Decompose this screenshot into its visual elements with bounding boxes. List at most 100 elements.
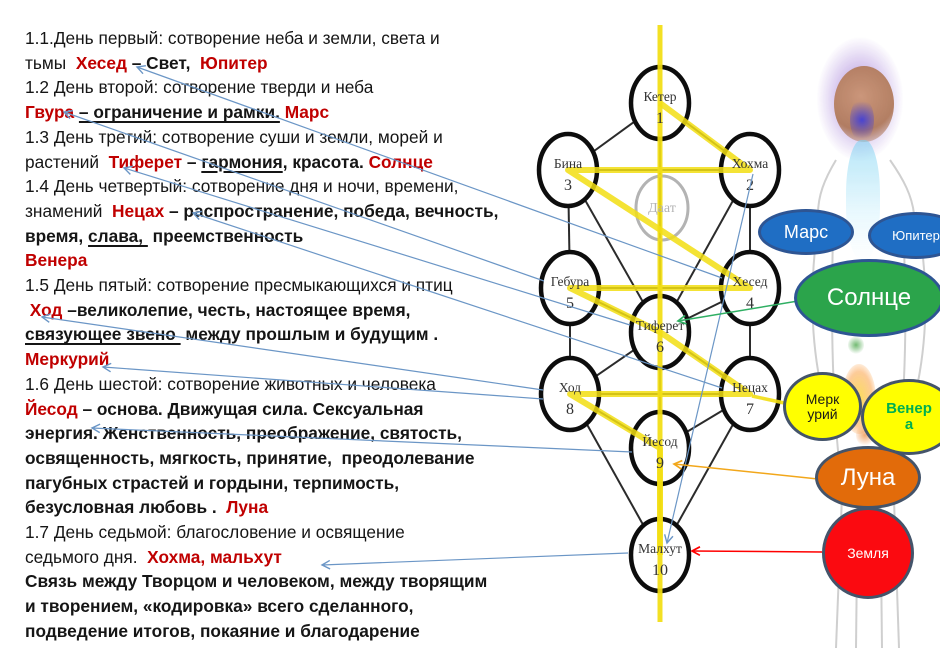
arrow-to-yesod-text	[91, 427, 633, 453]
text-segment: Меркурий	[25, 349, 110, 370]
text-segment: освященность, мягкость, принятие, преодо…	[25, 447, 475, 468]
text-segment: знамений	[25, 200, 108, 221]
text-line: Гвура – ограничение и рамки. Марс	[25, 100, 545, 125]
text-line: тьмы Хесед – Свет, Юпитер	[25, 51, 545, 76]
text-line: Йесод – основа. Движущая сила. Сексуальн…	[25, 397, 545, 422]
text-segment: 1.1.День первый: сотворение неба и земли…	[25, 28, 440, 48]
text-segment: Хохма, мальхут	[142, 546, 282, 567]
arrow-to-malkhut-text	[321, 552, 629, 566]
text-line: 1.2 День второй: сотворение тверди и неб…	[25, 75, 545, 100]
text-segment: –великолепие, честь, настоящее время,	[67, 299, 411, 320]
node-label: Малхут	[638, 541, 682, 556]
planet-jupiter: Юпитер	[868, 212, 940, 259]
text-segment: Тиферет	[103, 151, 187, 172]
arrow-to-malkhut-text-head	[320, 559, 331, 570]
text-segment: 1.5 День пятый: сотворение пресмыкающихс…	[25, 275, 453, 296]
arrow-to-hod-text	[41, 316, 544, 391]
planet-label: Земля	[847, 544, 889, 561]
arrow-hokhmah-to-malkhut-head	[663, 534, 674, 545]
text-segment: – Свет,	[131, 52, 200, 73]
arrow-earth-to-malkhut	[691, 550, 823, 553]
text-line: Связь между Творцом и человеком, между т…	[25, 569, 545, 594]
node-label: Йесод	[642, 434, 677, 449]
text-line: 1.6 День шестой: сотворение животных и ч…	[25, 372, 545, 397]
planet-earth: Земля	[822, 507, 914, 599]
text-segment: подведение итогов, покаяние и благодарен…	[25, 620, 420, 641]
planet-label: урий	[807, 405, 838, 422]
lightning-flash-path	[565, 100, 753, 555]
planet-label: Марс	[783, 221, 829, 242]
creation-days-text: 1.1.День первый: сотворение неба и земли…	[25, 26, 545, 644]
text-segment: тьмы	[25, 52, 72, 73]
text-segment: время,	[25, 225, 89, 246]
planet-sun: Солнце	[794, 259, 940, 337]
text-segment: гармония	[201, 151, 283, 172]
text-line: седьмого дня. Хохма, мальхут	[25, 545, 545, 570]
arrow-to-tiferet-text	[123, 167, 631, 326]
text-line: и творением, «кодировка» всего сделанног…	[25, 594, 545, 619]
planet-venus: Венер а	[861, 379, 940, 455]
node-label: Нецах	[732, 380, 768, 395]
node-label: Хесед	[733, 274, 768, 289]
planet-moon: Луна	[815, 446, 921, 509]
text-line: пагубных страстей и гордыни, терпимость,	[25, 471, 545, 496]
arrow-to-gvura-text-head	[62, 109, 74, 120]
text-segment: Луна	[221, 497, 269, 518]
text-line: 1.5 День пятый: сотворение пресмыкающихс…	[25, 273, 545, 298]
text-line: 1.1.День первый: сотворение неба и земли…	[25, 26, 545, 51]
planet-label: Луна	[840, 463, 896, 491]
arrow-to-netzach-text-head	[191, 210, 202, 221]
text-segment: 1.6 День шестой: сотворение животных и ч…	[25, 373, 436, 394]
node-label: Гебура	[551, 274, 590, 289]
arrow-to-gvura-text	[63, 111, 545, 282]
arrow-to-hesed-text	[136, 66, 723, 279]
text-segment: Хесед	[71, 52, 132, 73]
text-line: 1.7 День седьмой: благословение и освяще…	[25, 520, 545, 545]
text-segment: безусловная любовь .	[25, 497, 222, 518]
arrow-to-netzach-text	[192, 212, 723, 389]
arrow-to-yesod-text-head	[90, 423, 101, 434]
arrow-sun-to-tiferet	[677, 300, 799, 322]
arrow-to-tiferet-text-head	[122, 165, 133, 175]
text-line: 1.3 День третий: сотворение суши и земли…	[25, 125, 545, 150]
text-segment: –	[186, 151, 202, 172]
heart-chakra-dot	[848, 336, 864, 354]
arrow-to-mercury-text-head	[101, 362, 112, 373]
planet-mars: Марс	[758, 209, 854, 255]
text-segment: Венера	[25, 250, 88, 271]
third-eye-glow	[850, 98, 874, 142]
node-label: Тиферет	[636, 318, 685, 333]
text-line: знамений Нецах – распространение, победа…	[25, 199, 545, 224]
node-label: 8	[566, 401, 574, 418]
node-label: Кетер	[643, 89, 676, 104]
text-segment: , красота.	[282, 151, 369, 172]
planet-label: Мерк	[805, 390, 840, 407]
text-segment: Марс	[284, 102, 330, 123]
node-label: 3	[564, 177, 572, 194]
text-segment: 1.7 День седьмой: благословение и освяще…	[25, 522, 405, 543]
text-segment: слава,	[88, 225, 148, 246]
node-label: 4	[746, 295, 754, 312]
node-label: Хохма	[732, 156, 769, 171]
arrow-sun-to-tiferet-head	[676, 314, 687, 325]
planet-label: Солнце	[826, 284, 912, 312]
node-label: 5	[566, 295, 574, 312]
text-line: освященность, мягкость, принятие, преодо…	[25, 446, 545, 471]
node-label: Ход	[559, 380, 581, 395]
arrow-to-hod-text-head	[40, 313, 51, 323]
text-segment: Нецах	[107, 200, 169, 221]
node-label: 7	[746, 401, 754, 418]
arrow-to-mercury-text	[102, 366, 544, 400]
text-segment: между прошлым и будущим .	[180, 324, 439, 345]
text-segment: – основа. Движущая сила. Сексуальная	[82, 398, 424, 419]
text-line: Венера	[25, 248, 545, 273]
text-segment: 1.2 День второй: сотворение тверди и неб…	[25, 77, 374, 98]
text-line: время, слава, преемственность	[25, 224, 545, 249]
node-label: 10	[652, 562, 668, 579]
yellow-line-to-mercury	[751, 394, 790, 406]
text-segment: растений	[25, 151, 104, 172]
text-segment: – ограничение и рамки.	[78, 102, 280, 123]
text-line: подведение итогов, покаяние и благодарен…	[25, 619, 545, 644]
node-label: 6	[656, 339, 664, 356]
